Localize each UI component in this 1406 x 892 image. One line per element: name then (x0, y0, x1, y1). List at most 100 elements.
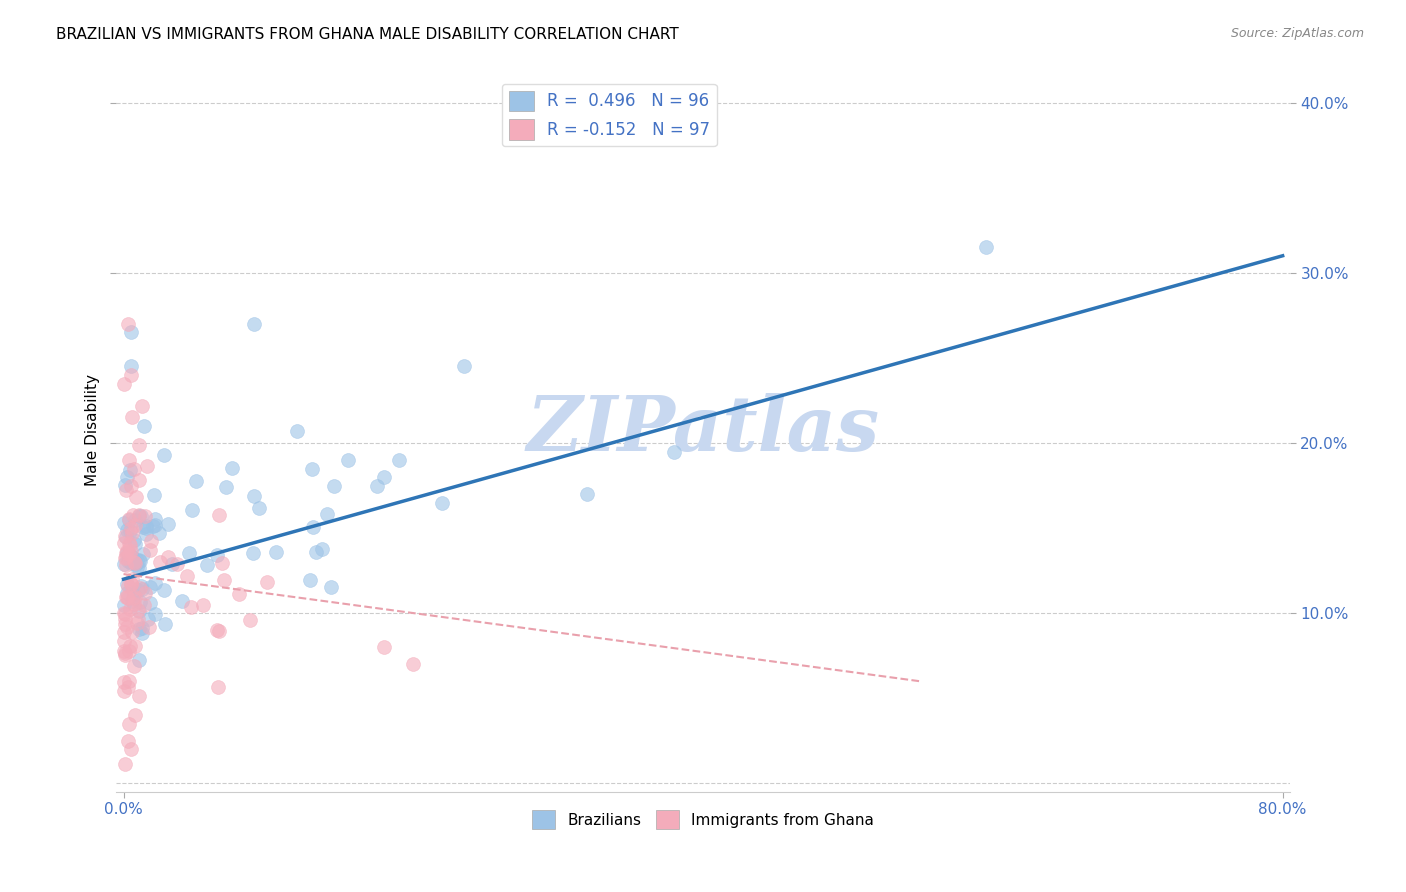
Point (211, 556, 233, 570)
Point (120, 639, 142, 653)
Point (138, 596, 160, 610)
Point (315, 507, 337, 521)
Point (114, 616, 136, 631)
Point (118, 548, 141, 562)
Point (115, 590, 138, 604)
Point (121, 594, 143, 608)
Point (112, 633, 135, 648)
Point (135, 521, 157, 535)
Point (129, 581, 152, 595)
Point (117, 680, 139, 694)
Point (179, 546, 201, 560)
Point (114, 648, 136, 663)
Point (115, 549, 138, 564)
Point (142, 519, 165, 533)
Point (124, 557, 146, 571)
Point (221, 460, 243, 475)
Point (117, 579, 139, 593)
Point (128, 438, 150, 452)
Point (124, 537, 146, 551)
Point (155, 616, 177, 631)
Point (128, 561, 150, 575)
Point (186, 474, 208, 488)
Point (135, 519, 157, 533)
Point (152, 583, 174, 598)
Point (125, 560, 148, 574)
Point (243, 317, 266, 331)
Point (120, 478, 142, 492)
Point (134, 419, 156, 434)
Point (143, 518, 166, 533)
Point (128, 553, 150, 567)
Point (576, 487, 599, 501)
Point (138, 580, 160, 594)
Point (129, 554, 152, 568)
Point (120, 537, 142, 551)
Point (156, 550, 179, 565)
Point (112, 644, 135, 658)
Point (128, 508, 150, 522)
Point (166, 557, 188, 571)
Point (117, 576, 139, 591)
Point (152, 449, 174, 463)
Point (114, 590, 136, 604)
Point (117, 470, 139, 484)
Point (117, 317, 139, 331)
Point (180, 599, 202, 614)
Point (115, 546, 138, 560)
Point (120, 359, 142, 374)
Point (125, 490, 148, 504)
Text: BRAZILIAN VS IMMIGRANTS FROM GHANA MALE DISABILITY CORRELATION CHART: BRAZILIAN VS IMMIGRANTS FROM GHANA MALE … (56, 27, 679, 42)
Point (214, 573, 236, 587)
Point (143, 512, 166, 526)
Point (121, 526, 143, 541)
Point (128, 622, 150, 636)
Point (662, 444, 685, 458)
Point (127, 582, 149, 597)
Point (124, 708, 146, 723)
Point (121, 550, 143, 565)
Point (131, 582, 153, 596)
Point (112, 598, 135, 612)
Point (128, 604, 150, 618)
Point (172, 594, 194, 608)
Point (125, 615, 148, 630)
Point (139, 543, 162, 558)
Point (117, 591, 139, 605)
Point (311, 541, 333, 556)
Point (207, 680, 229, 694)
Point (242, 489, 264, 503)
Y-axis label: Male Disability: Male Disability (86, 375, 100, 486)
Point (120, 549, 142, 563)
Point (114, 612, 136, 626)
Point (120, 521, 142, 535)
Point (388, 453, 411, 467)
Point (112, 516, 135, 531)
Point (118, 524, 141, 539)
Point (129, 579, 152, 593)
Point (301, 461, 323, 475)
Point (208, 508, 231, 523)
Point (114, 529, 136, 543)
Point (118, 717, 141, 731)
Point (136, 459, 159, 474)
Point (115, 530, 138, 544)
Point (118, 512, 141, 526)
Point (285, 425, 308, 439)
Point (121, 572, 143, 586)
Point (118, 644, 141, 658)
Point (127, 612, 149, 626)
Point (114, 477, 136, 491)
Point (215, 480, 238, 494)
Point (195, 558, 218, 573)
Point (127, 603, 149, 617)
Point (114, 757, 136, 772)
Point (134, 598, 156, 612)
Point (402, 657, 425, 672)
Point (131, 621, 153, 635)
Point (131, 626, 153, 640)
Point (117, 734, 139, 748)
Point (125, 557, 148, 571)
Point (120, 368, 142, 382)
Point (117, 554, 139, 568)
